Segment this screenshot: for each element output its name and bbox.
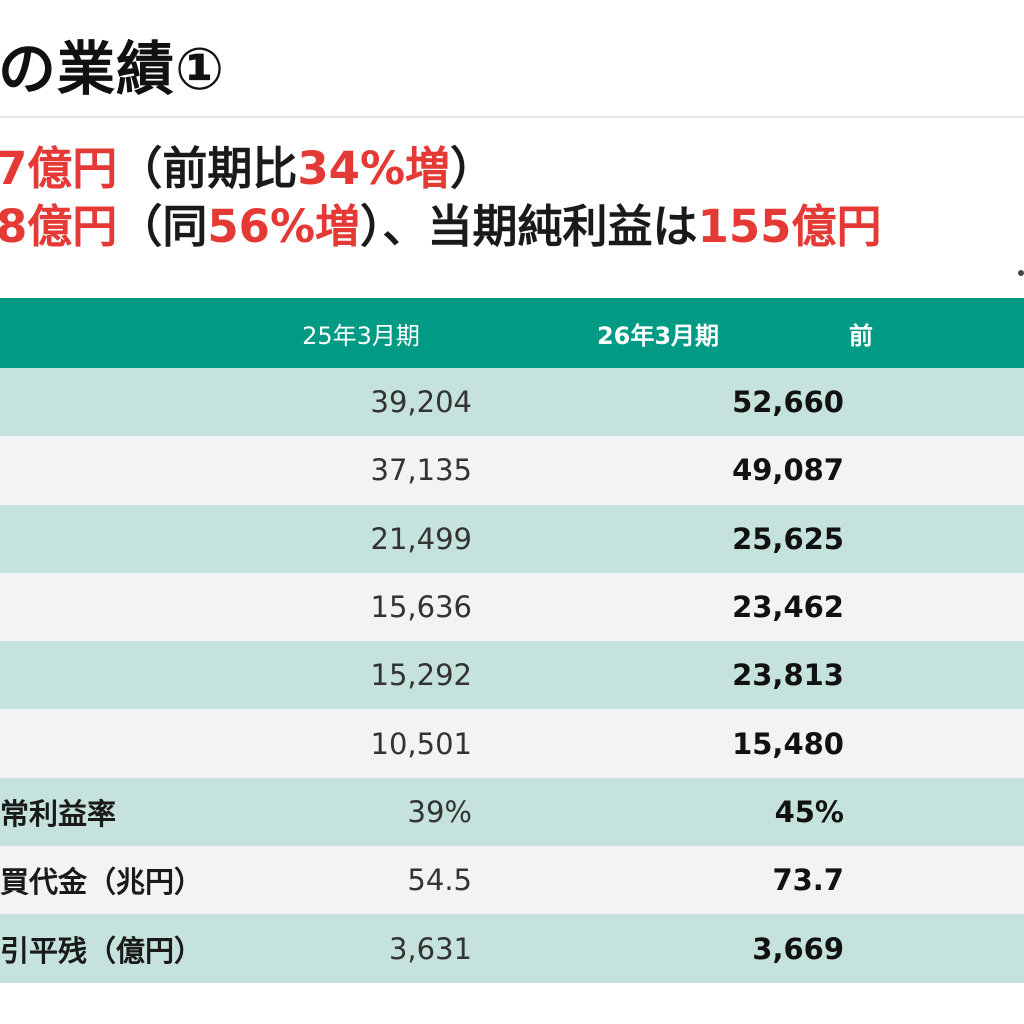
headline-segment: ） xyxy=(450,142,496,195)
column-header-current-period: 26年3月期 xyxy=(596,321,720,350)
headline-segment: 56%増 xyxy=(207,200,361,253)
headline-segment: 7億円 xyxy=(0,142,118,195)
table-header-row: 25年3月期 26年3月期 前 xyxy=(0,298,1024,368)
row-label xyxy=(0,368,250,436)
column-header-change: 前 xyxy=(849,321,873,350)
column-header-prev-period: 25年3月期 xyxy=(302,321,420,350)
change-value xyxy=(844,505,1024,573)
current-value: 45% xyxy=(774,794,844,829)
current-value: 3,669 xyxy=(752,931,844,966)
table-row: 37,135 49,087 xyxy=(0,436,1024,505)
change-value xyxy=(844,778,1024,846)
bullet-mark xyxy=(1018,270,1024,276)
change-value xyxy=(844,573,1024,641)
change-value xyxy=(844,368,1024,436)
table-row: 常利益率 39% 45% xyxy=(0,777,1024,847)
prev-value: 10,501 xyxy=(370,726,472,761)
current-value: 49,087 xyxy=(732,453,844,488)
current-value: 25,625 xyxy=(732,521,844,556)
table-row: 引平残（億円） 3,631 3,669 xyxy=(0,914,1024,983)
row-label xyxy=(0,436,250,504)
table-row: 15,292 23,813 xyxy=(0,641,1024,710)
table-row: 39,204 52,660 xyxy=(0,368,1024,437)
headline-segment: 155億円 xyxy=(697,200,882,253)
financial-results-table: 25年3月期 26年3月期 前 39,204 52,660 37,135 49,… xyxy=(0,298,1024,983)
current-value: 73.7 xyxy=(772,863,844,898)
title-divider xyxy=(0,116,1024,118)
prev-value: 15,636 xyxy=(370,590,472,625)
prev-value: 37,135 xyxy=(370,453,472,488)
table-row: 買代金（兆円） 54.5 73.7 xyxy=(0,846,1024,915)
change-value xyxy=(844,641,1024,709)
change-value xyxy=(844,709,1024,777)
headline-segment: 8億円 xyxy=(0,200,118,253)
table-row: 10,501 15,480 xyxy=(0,709,1024,778)
table-row: 21,499 25,625 xyxy=(0,504,1024,573)
change-value xyxy=(844,914,1024,982)
headline-segment: （前期比 xyxy=(117,142,298,195)
prev-value: 39,204 xyxy=(370,385,472,420)
row-label: 引平残（億円） xyxy=(0,933,204,968)
row-label xyxy=(0,709,250,777)
prev-value: 3,631 xyxy=(388,931,472,966)
headline-segment: 34%増 xyxy=(297,142,451,195)
page-title: の業績① xyxy=(0,35,226,103)
prev-value: 15,292 xyxy=(370,658,472,693)
current-value: 23,462 xyxy=(732,590,844,625)
row-label: 常利益率 xyxy=(0,796,117,831)
headline-line-2: 8億円（同56%増）、当期純利益は155億円 xyxy=(0,190,882,255)
prev-value: 54.5 xyxy=(407,863,472,898)
row-label: 買代金（兆円） xyxy=(0,865,204,900)
current-value: 15,480 xyxy=(732,726,844,761)
row-label xyxy=(0,505,250,573)
change-value xyxy=(844,846,1024,914)
prev-value: 39% xyxy=(407,794,472,829)
headline-segment: （同 xyxy=(117,200,208,253)
change-value xyxy=(844,436,1024,504)
row-label xyxy=(0,641,250,709)
column-header-item xyxy=(0,298,250,368)
headline-segment: ）、当期純利益は xyxy=(360,200,698,253)
headline-line-1: 7億円（前期比34%増） xyxy=(0,132,495,197)
current-value: 23,813 xyxy=(732,658,844,693)
prev-value: 21,499 xyxy=(370,521,472,556)
current-value: 52,660 xyxy=(732,385,844,420)
row-label xyxy=(0,573,250,641)
table-row: 15,636 23,462 xyxy=(0,572,1024,642)
